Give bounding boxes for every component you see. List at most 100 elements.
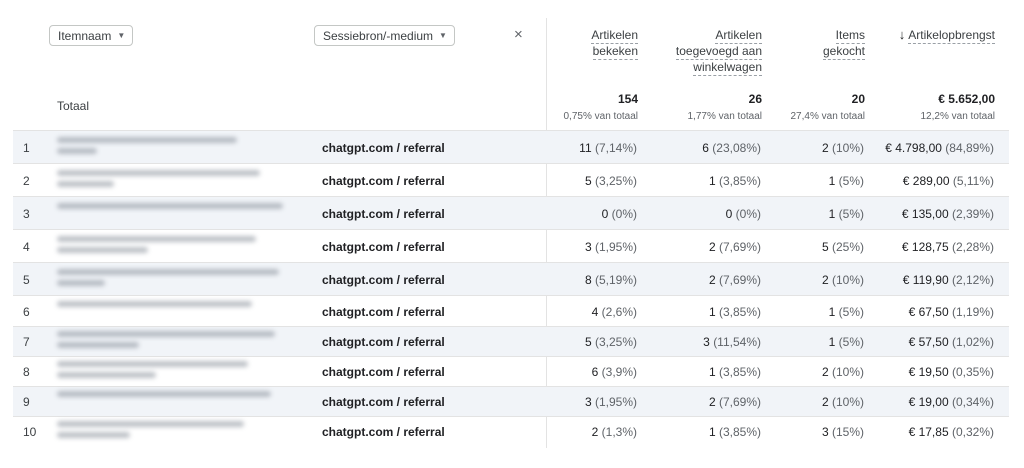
added-cell-percentage: (7,69%) bbox=[718, 395, 761, 409]
purchased-cell: 5 (25%) bbox=[822, 240, 864, 254]
purchased-cell-value: 3 bbox=[821, 425, 829, 439]
table-row[interactable]: 9 chatgpt.com / referral 3 (1,95%) 2 (7,69%… bbox=[13, 386, 1009, 416]
viewed-cell: 3 (1,95%) bbox=[585, 395, 637, 409]
item-name-redacted bbox=[57, 331, 289, 351]
added-cell: 1 (3,85%) bbox=[709, 365, 761, 379]
added-cell-value: 2 bbox=[708, 273, 716, 287]
viewed-cell-value: 2 bbox=[591, 425, 599, 439]
source-medium-cell: chatgpt.com / referral bbox=[322, 395, 445, 409]
revenue-cell-value: € 17,85 bbox=[908, 425, 949, 439]
added-cell-percentage: (11,54%) bbox=[713, 335, 761, 349]
purchased-cell-value: 5 bbox=[821, 240, 829, 254]
purchased-cell-value: 1 bbox=[828, 335, 836, 349]
purchased-cell: 2 (10%) bbox=[822, 141, 864, 155]
table-row[interactable]: 8 chatgpt.com / referral 6 (3,9%) 1 (3,85%)… bbox=[13, 356, 1009, 386]
viewed-cell: 6 (3,9%) bbox=[592, 365, 637, 379]
dimension-label: Sessiebron/-medium bbox=[323, 28, 434, 43]
purchased-cell-percentage: (5%) bbox=[838, 174, 864, 188]
added-cell-value: 1 bbox=[708, 365, 716, 379]
table-header: Itemnaam ▼ Sessiebron/-medium ▼ × Artike… bbox=[0, 0, 1024, 130]
viewed-cell-value: 0 bbox=[601, 207, 609, 221]
dimension-selector-itemnaam[interactable]: Itemnaam ▼ bbox=[49, 25, 134, 46]
table-row[interactable]: 5 chatgpt.com / referral 8 (5,19%) 2 (7,69%… bbox=[13, 262, 1009, 295]
table-row[interactable]: 10 chatgpt.com / referral 2 (1,3%) 1 (3,85%… bbox=[13, 416, 1009, 446]
viewed-cell: 5 (3,25%) bbox=[585, 174, 637, 188]
source-medium-cell: chatgpt.com / referral bbox=[322, 273, 445, 287]
source-medium-cell: chatgpt.com / referral bbox=[322, 365, 445, 379]
revenue-cell: € 19,00 (0,34%) bbox=[909, 395, 994, 409]
table-row[interactable]: 1 chatgpt.com / referral 11 (7,14%) 6 (23,0… bbox=[13, 130, 1009, 163]
caret-down-icon: ▼ bbox=[117, 31, 126, 40]
source-medium-cell: chatgpt.com / referral bbox=[322, 335, 445, 349]
revenue-cell-value: € 57,50 bbox=[908, 335, 949, 349]
item-name-redacted bbox=[57, 137, 289, 157]
table-row[interactable]: 7 chatgpt.com / referral 5 (3,25%) 3 (11,54… bbox=[13, 326, 1009, 356]
revenue-cell-percentage: (1,19%) bbox=[951, 305, 994, 319]
source-medium-cell: chatgpt.com / referral bbox=[322, 425, 445, 439]
table-row[interactable]: 4 chatgpt.com / referral 3 (1,95%) 2 (7,69%… bbox=[13, 229, 1009, 262]
item-name-redacted bbox=[57, 170, 289, 190]
viewed-cell: 3 (1,95%) bbox=[585, 240, 637, 254]
purchased-cell: 1 (5%) bbox=[829, 174, 864, 188]
revenue-cell: € 67,50 (1,19%) bbox=[909, 305, 994, 319]
close-icon[interactable]: × bbox=[514, 26, 523, 43]
viewed-cell: 2 (1,3%) bbox=[592, 425, 637, 439]
sort-descending-icon: ↓ bbox=[898, 27, 906, 42]
table-row[interactable]: 2 chatgpt.com / referral 5 (3,25%) 1 (3,85%… bbox=[13, 163, 1009, 196]
table-row[interactable]: 6 chatgpt.com / referral 4 (2,6%) 1 (3,85%)… bbox=[13, 295, 1009, 326]
viewed-cell-percentage: (1,95%) bbox=[594, 395, 637, 409]
totals-label: Totaal bbox=[57, 99, 90, 113]
caret-down-icon: ▼ bbox=[439, 31, 447, 40]
row-number: 8 bbox=[23, 365, 30, 379]
row-number: 4 bbox=[23, 240, 30, 254]
total-viewed-pct: 0,75% van totaal bbox=[563, 111, 639, 122]
purchased-cell: 1 (5%) bbox=[829, 335, 864, 349]
column-header-item-revenue[interactable]: ↓ Artikelopbrengst bbox=[898, 27, 995, 44]
purchased-cell-percentage: (10%) bbox=[831, 273, 864, 287]
source-medium-cell: chatgpt.com / referral bbox=[322, 240, 445, 254]
added-cell-percentage: (7,69%) bbox=[718, 240, 761, 254]
purchased-cell-percentage: (25%) bbox=[831, 240, 864, 254]
added-cell-value: 1 bbox=[708, 305, 716, 319]
revenue-cell: € 289,00 (5,11%) bbox=[903, 174, 994, 188]
added-cell-percentage: (23,08%) bbox=[712, 141, 761, 155]
purchased-cell-value: 1 bbox=[828, 174, 836, 188]
revenue-cell-value: € 289,00 bbox=[902, 174, 950, 188]
viewed-cell-percentage: (3,25%) bbox=[594, 335, 637, 349]
revenue-cell-value: € 19,00 bbox=[908, 395, 949, 409]
viewed-cell-value: 3 bbox=[584, 395, 592, 409]
dimension-selector-source-medium[interactable]: Sessiebron/-medium ▼ bbox=[314, 25, 455, 46]
row-number: 6 bbox=[23, 305, 30, 319]
added-cell-percentage: (3,85%) bbox=[718, 425, 761, 439]
table-row[interactable]: 3 chatgpt.com / referral 0 (0%) 0 (0%) 1 (5%… bbox=[13, 196, 1009, 229]
column-header-viewed[interactable]: Artikelen bekeken bbox=[591, 28, 638, 60]
item-name-redacted bbox=[57, 391, 289, 411]
purchased-cell-value: 2 bbox=[821, 141, 829, 155]
source-medium-cell: chatgpt.com / referral bbox=[322, 305, 445, 319]
viewed-cell: 4 (2,6%) bbox=[592, 305, 637, 319]
revenue-cell-value: € 67,50 bbox=[908, 305, 949, 319]
added-cell: 6 (23,08%) bbox=[702, 141, 761, 155]
purchased-cell-percentage: (5%) bbox=[838, 305, 864, 319]
added-cell-value: 0 bbox=[725, 207, 733, 221]
purchased-cell: 1 (5%) bbox=[829, 305, 864, 319]
purchased-cell-percentage: (5%) bbox=[838, 207, 864, 221]
purchased-cell-value: 2 bbox=[821, 365, 829, 379]
added-cell-value: 2 bbox=[708, 240, 716, 254]
revenue-cell: € 57,50 (1,02%) bbox=[909, 335, 994, 349]
viewed-cell: 11 (7,14%) bbox=[579, 141, 637, 155]
added-cell: 2 (7,69%) bbox=[709, 395, 761, 409]
viewed-cell-percentage: (3,9%) bbox=[601, 365, 637, 379]
added-cell: 2 (7,69%) bbox=[709, 273, 761, 287]
viewed-cell-value: 3 bbox=[584, 240, 592, 254]
column-header-added-to-cart[interactable]: Artikelen toegevoegd aan winkelwagen bbox=[675, 28, 762, 76]
column-header-items-purchased[interactable]: Items gekocht bbox=[822, 28, 865, 60]
purchased-cell-percentage: (5%) bbox=[838, 335, 864, 349]
added-cell: 3 (11,54%) bbox=[703, 335, 761, 349]
revenue-cell: € 19,50 (0,35%) bbox=[909, 365, 994, 379]
revenue-cell-percentage: (0,34%) bbox=[951, 395, 994, 409]
viewed-cell-value: 8 bbox=[584, 273, 592, 287]
purchased-cell-percentage: (10%) bbox=[831, 365, 864, 379]
added-cell: 1 (3,85%) bbox=[709, 425, 761, 439]
viewed-cell: 8 (5,19%) bbox=[585, 273, 637, 287]
